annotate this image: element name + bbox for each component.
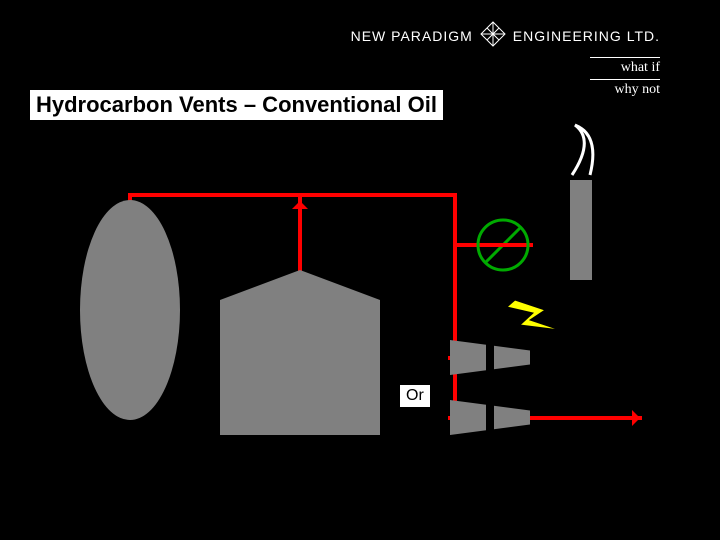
separator-vessel xyxy=(80,200,180,420)
process-diagram xyxy=(0,0,720,540)
flare-stack xyxy=(570,125,593,280)
prohibit-icon xyxy=(478,220,528,270)
lightning-icon xyxy=(507,300,560,330)
or-label: Or xyxy=(400,385,430,407)
compressor-top xyxy=(450,338,530,377)
compressor-bottom xyxy=(450,398,530,437)
storage-tank xyxy=(220,270,380,435)
